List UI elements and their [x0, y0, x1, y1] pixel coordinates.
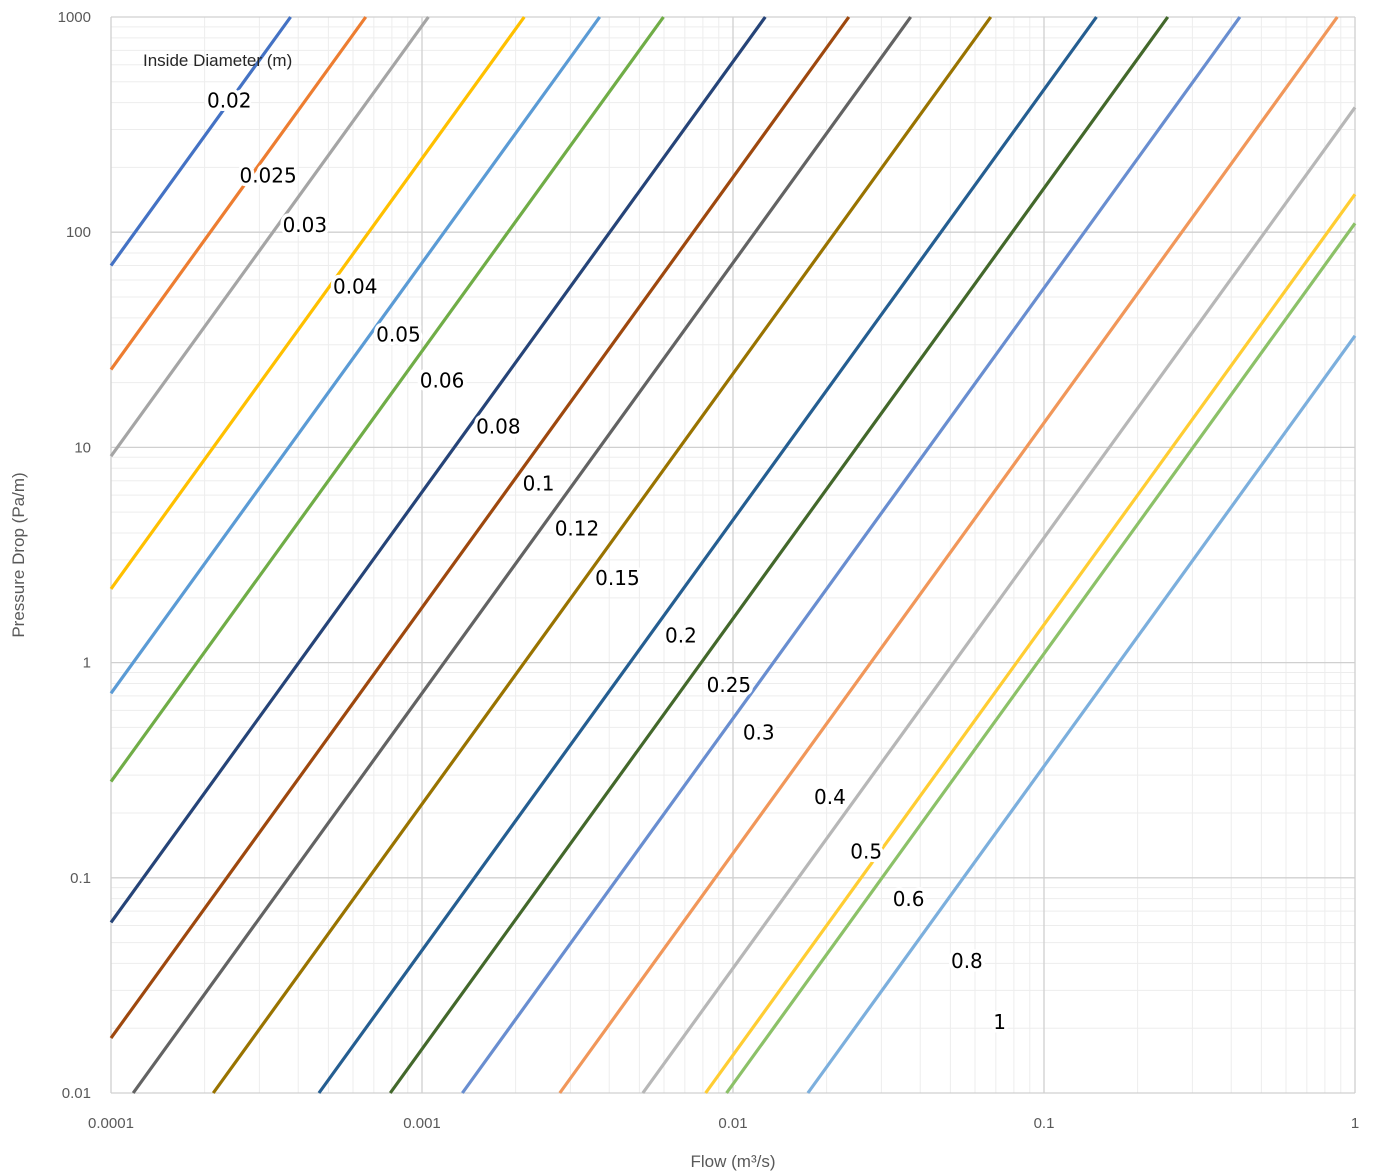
major-gridlines	[110, 16, 1356, 1094]
series-line-0.08	[109, 16, 767, 924]
series-line-0.5	[641, 106, 1357, 1094]
y-tick-label: 1000	[58, 9, 91, 26]
series-line-0.12	[131, 16, 912, 1094]
minor-gridlines	[111, 17, 1355, 1093]
series-line-0.02	[109, 16, 292, 267]
series-line-0.6	[704, 193, 1357, 1094]
x-tick-label: 1	[1351, 1115, 1359, 1132]
curve-label-0.04: 0.04	[333, 274, 378, 298]
curve-label-0.12: 0.12	[555, 516, 600, 540]
series-lines	[109, 16, 1357, 1094]
curve-label-0.25: 0.25	[707, 673, 752, 697]
x-tick-label: 0.001	[403, 1115, 441, 1132]
curve-label-0.1: 0.1	[523, 472, 555, 496]
curve-label-0.2: 0.2	[665, 623, 697, 647]
curve-label-0.06: 0.06	[420, 368, 465, 392]
y-tick-label: 1	[83, 655, 91, 672]
series-line-0.2	[317, 16, 1098, 1094]
curve-label-0.025: 0.025	[239, 164, 296, 188]
series-line-0.25	[388, 16, 1170, 1094]
x-tick-label: 0.01	[718, 1115, 747, 1132]
series-line-0.04	[109, 16, 526, 590]
series-line-0.3	[461, 16, 1242, 1094]
y-tick-labels: 0.01 0.1 1 10 100 1000	[58, 9, 91, 1102]
legend-title: Inside Diameter (m)	[143, 51, 292, 70]
curve-label-0.03: 0.03	[283, 213, 328, 237]
curve-labels: 0.02 0.025 0.03 0.04 0.05 0.06 0.08 0.10.12 0.15…	[203, 85, 1009, 1038]
series-line-0.8	[806, 334, 1357, 1094]
curve-label-1: 1	[993, 1010, 1006, 1034]
series-line-0.03	[109, 16, 430, 458]
curve-label-0.08: 0.08	[476, 415, 521, 439]
curve-label-0.15: 0.15	[595, 566, 640, 590]
curve-label-0.4: 0.4	[814, 785, 846, 809]
curve-label-0.8: 0.8	[951, 949, 983, 973]
curve-label-0.5: 0.5	[850, 839, 882, 863]
series-line-0.4	[558, 16, 1339, 1094]
x-axis-title: Flow (m³/s)	[691, 1152, 776, 1171]
y-tick-label: 0.1	[70, 870, 91, 887]
x-tick-label: 0.1	[1034, 1115, 1055, 1132]
y-tick-label: 0.01	[62, 1085, 91, 1102]
y-axis-title: Pressure Drop (Pa/m)	[9, 472, 28, 637]
curve-label-0.05: 0.05	[376, 323, 421, 347]
series-line-0.1	[109, 16, 851, 1040]
curve-label-0.6: 0.6	[893, 887, 925, 911]
y-tick-label: 10	[74, 439, 91, 456]
curve-label-0.02: 0.02	[207, 88, 252, 112]
series-line-0.06	[109, 16, 665, 783]
series-line-1	[725, 222, 1357, 1094]
curve-label-0.3: 0.3	[743, 720, 775, 744]
x-tick-label: 0.0001	[88, 1115, 134, 1132]
series-line-0.15	[211, 16, 993, 1094]
x-tick-labels: 0.0001 0.001 0.01 0.1 1	[88, 1115, 1359, 1132]
y-tick-label: 100	[66, 224, 91, 241]
series-line-0.05	[109, 16, 601, 695]
series-line-0.025	[109, 16, 368, 371]
